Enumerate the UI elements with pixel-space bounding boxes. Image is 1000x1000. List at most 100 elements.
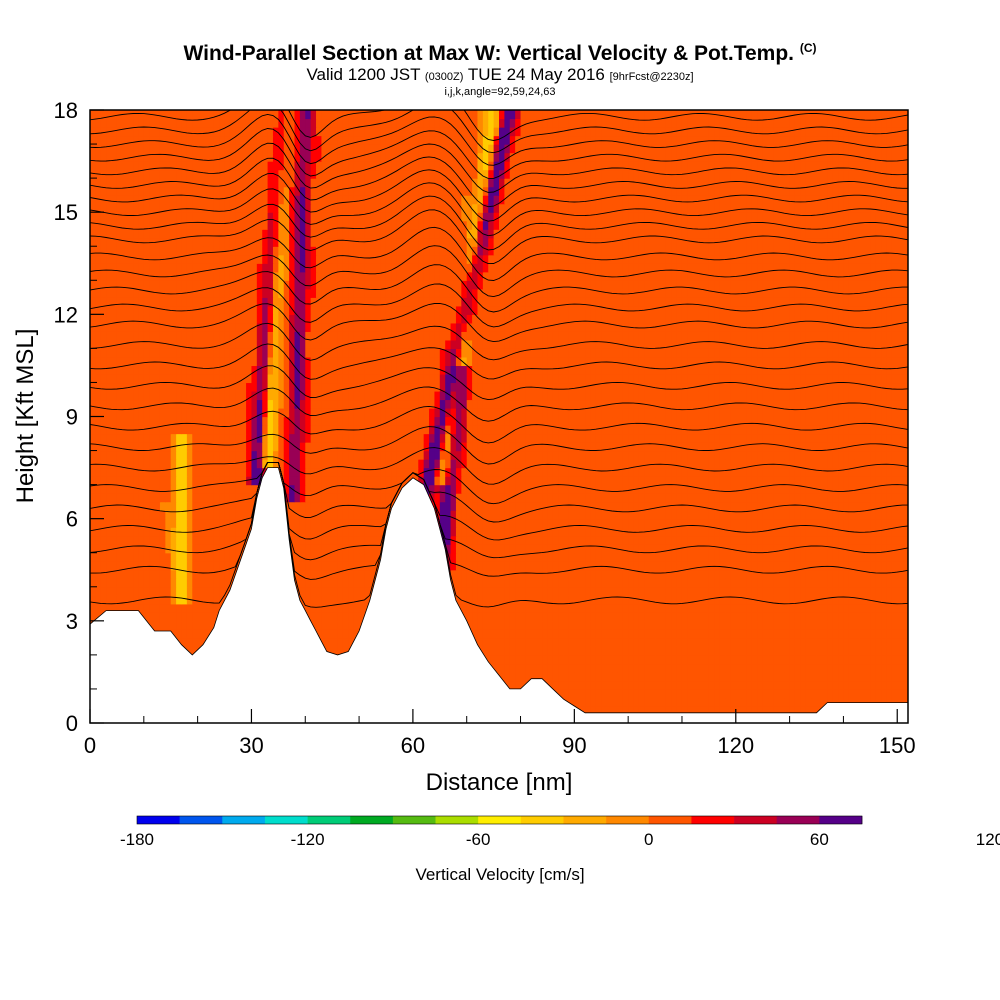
velocity-cell [574,544,581,554]
velocity-cell [660,688,667,699]
velocity-cell [854,467,861,477]
velocity-cell [714,688,721,699]
velocity-cell [649,501,656,511]
velocity-cell [843,527,850,537]
velocity-cell [359,518,366,528]
velocity-cell [208,450,215,460]
velocity-cell [730,671,737,682]
velocity-cell [757,459,764,469]
velocity-cell [342,629,349,639]
velocity-cell [848,595,855,605]
velocity-cell [466,612,473,622]
velocity-cell [272,450,279,460]
velocity-cell [848,459,855,469]
velocity-cell [730,467,737,477]
velocity-cell [628,484,635,494]
velocity-cell [843,603,850,613]
velocity-cell [843,629,850,639]
velocity-cell [843,552,850,562]
velocity-cell [429,476,436,486]
velocity-cell [660,476,667,486]
velocity-cell [832,459,839,469]
velocity-cell [875,569,882,579]
velocity-cell [568,493,575,503]
velocity-cell [106,476,113,486]
velocity-cell [649,544,656,554]
velocity-cell [811,544,818,554]
velocity-cell [832,680,839,690]
velocity-cell [170,476,177,486]
velocity-cell [289,442,296,452]
velocity-cell [778,697,785,707]
title-block: Wind-Parallel Section at Max W: Vertical… [0,36,1000,98]
velocity-cell [321,578,328,588]
velocity-cell [342,476,349,486]
velocity-cell [660,671,667,682]
velocity-cell [703,544,710,554]
velocity-cell [133,544,140,554]
velocity-cell [751,501,758,511]
velocity-cell [638,612,645,622]
velocity-cell [805,552,812,562]
velocity-cell [455,552,462,562]
velocity-cell [730,518,737,528]
velocity-cell [687,535,694,545]
velocity-cell [886,620,893,630]
velocity-cell [671,697,678,707]
velocity-cell [671,671,678,682]
velocity-cell [568,586,575,596]
velocity-cell [725,637,732,647]
velocity-cell [127,595,134,605]
velocity-cell [477,629,484,639]
velocity-cell [800,510,807,520]
velocity-cell [520,527,527,537]
velocity-cell [326,603,333,613]
velocity-cell [875,646,882,656]
velocity-cell [359,467,366,477]
velocity-cell [359,527,366,537]
velocity-cell [671,578,678,588]
velocity-cell [859,603,866,613]
velocity-cell [606,688,613,699]
velocity-cell [133,552,140,562]
velocity-cell [789,663,796,673]
velocity-cell [606,620,613,630]
velocity-cell [811,697,818,707]
velocity-cell [601,493,608,503]
velocity-cell [676,501,683,511]
velocity-cell [617,612,624,622]
velocity-cell [364,535,371,545]
velocity-cell [676,620,683,630]
velocity-cell [751,603,758,613]
velocity-cell [681,518,688,528]
velocity-cell [536,476,543,486]
velocity-cell [671,612,678,622]
velocity-cell [176,493,183,503]
velocity-cell [170,620,177,630]
velocity-cell [375,527,382,537]
velocity-cell [805,535,812,545]
velocity-cell [332,612,339,622]
velocity-cell [725,578,732,588]
velocity-cell [316,501,323,511]
velocity-cell [332,620,339,630]
velocity-cell [116,586,123,596]
velocity-cell [843,578,850,588]
velocity-cell [741,535,748,545]
velocity-cell [821,459,828,469]
velocity-cell [235,544,242,554]
velocity-cell [848,612,855,622]
velocity-cell [154,510,161,520]
velocity-cell [681,654,688,665]
velocity-cell [509,476,516,486]
velocity-cell [617,450,624,460]
velocity-cell [170,603,177,613]
velocity-cell [681,705,688,716]
velocity-cell [542,501,549,511]
velocity-cell [176,476,183,486]
velocity-cell [536,467,543,477]
velocity-cell [332,510,339,520]
velocity-cell [595,578,602,588]
velocity-cell [859,561,866,571]
velocity-cell [590,493,597,503]
